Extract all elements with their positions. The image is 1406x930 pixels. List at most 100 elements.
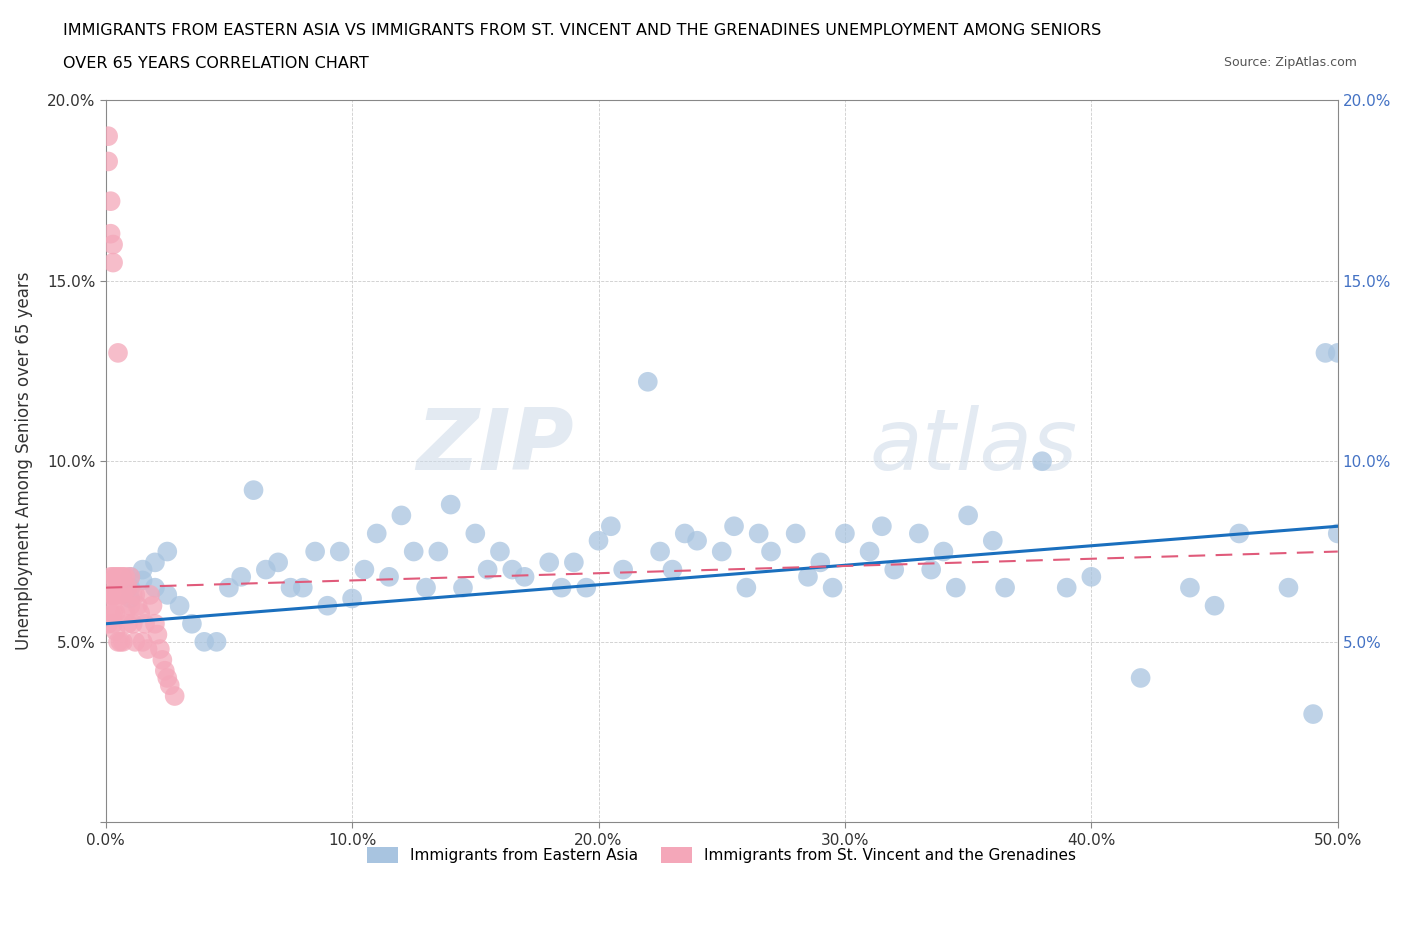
- Point: [97, 154, 120, 169]
- Text: atlas: atlas: [869, 405, 1077, 488]
- Point: [1326, 345, 1348, 360]
- Point: [451, 580, 474, 595]
- Point: [415, 580, 437, 595]
- Point: [821, 580, 844, 595]
- Point: [870, 519, 893, 534]
- Point: [883, 562, 905, 577]
- Point: [538, 555, 561, 570]
- Point: [111, 569, 134, 584]
- Point: [316, 598, 339, 613]
- Point: [143, 617, 166, 631]
- Point: [101, 569, 124, 584]
- Point: [100, 193, 122, 208]
- Point: [120, 591, 142, 606]
- Text: ZIP: ZIP: [416, 405, 574, 488]
- Point: [159, 678, 181, 693]
- Point: [124, 588, 146, 603]
- Point: [97, 617, 120, 631]
- Point: [181, 617, 204, 631]
- Point: [136, 642, 159, 657]
- Point: [723, 519, 745, 534]
- Point: [378, 569, 401, 584]
- Point: [104, 623, 127, 638]
- Point: [150, 653, 173, 668]
- Point: [139, 588, 162, 603]
- Point: [242, 483, 264, 498]
- Point: [218, 580, 240, 595]
- Point: [1080, 569, 1102, 584]
- Point: [808, 555, 831, 570]
- Point: [141, 598, 163, 613]
- Point: [945, 580, 967, 595]
- Point: [1315, 345, 1337, 360]
- Point: [550, 580, 572, 595]
- Point: [97, 128, 120, 143]
- Point: [1227, 526, 1250, 541]
- Text: Source: ZipAtlas.com: Source: ZipAtlas.com: [1223, 56, 1357, 69]
- Point: [957, 508, 980, 523]
- Point: [1204, 598, 1226, 613]
- Point: [100, 605, 122, 620]
- Point: [156, 544, 179, 559]
- Point: [1056, 580, 1078, 595]
- Point: [932, 544, 955, 559]
- Point: [120, 569, 142, 584]
- Point: [104, 569, 127, 584]
- Point: [117, 617, 139, 631]
- Point: [169, 598, 191, 613]
- Point: [107, 588, 129, 603]
- Point: [110, 569, 132, 584]
- Point: [117, 580, 139, 595]
- Point: [131, 573, 153, 588]
- Point: [389, 508, 412, 523]
- Point: [143, 580, 166, 595]
- Point: [121, 617, 143, 631]
- Point: [858, 544, 880, 559]
- Point: [104, 588, 127, 603]
- Point: [101, 588, 124, 603]
- Point: [612, 562, 634, 577]
- Point: [650, 544, 672, 559]
- Point: [111, 588, 134, 603]
- Point: [101, 617, 124, 631]
- Point: [110, 634, 132, 649]
- Point: [599, 519, 621, 534]
- Point: [107, 345, 129, 360]
- Point: [575, 580, 598, 595]
- Point: [114, 605, 136, 620]
- Point: [134, 617, 156, 631]
- Point: [427, 544, 450, 559]
- Point: [340, 591, 363, 606]
- Y-axis label: Unemployment Among Seniors over 65 years: Unemployment Among Seniors over 65 years: [15, 272, 32, 650]
- Point: [143, 555, 166, 570]
- Point: [464, 526, 486, 541]
- Point: [735, 580, 758, 595]
- Point: [1326, 526, 1348, 541]
- Point: [114, 569, 136, 584]
- Point: [291, 580, 314, 595]
- Legend: Immigrants from Eastern Asia, Immigrants from St. Vincent and the Grenadines: Immigrants from Eastern Asia, Immigrants…: [361, 841, 1083, 869]
- Point: [101, 237, 124, 252]
- Point: [127, 598, 149, 613]
- Point: [205, 634, 228, 649]
- Point: [107, 569, 129, 584]
- Point: [153, 663, 176, 678]
- Point: [1302, 707, 1324, 722]
- Point: [920, 562, 942, 577]
- Text: IMMIGRANTS FROM EASTERN ASIA VS IMMIGRANTS FROM ST. VINCENT AND THE GRENADINES U: IMMIGRANTS FROM EASTERN ASIA VS IMMIGRAN…: [63, 23, 1101, 38]
- Point: [124, 634, 146, 649]
- Point: [156, 588, 179, 603]
- Point: [100, 588, 122, 603]
- Point: [489, 544, 512, 559]
- Point: [120, 598, 142, 613]
- Point: [193, 634, 215, 649]
- Point: [981, 533, 1004, 548]
- Point: [513, 569, 536, 584]
- Text: OVER 65 YEARS CORRELATION CHART: OVER 65 YEARS CORRELATION CHART: [63, 56, 368, 71]
- Point: [759, 544, 782, 559]
- Point: [637, 375, 659, 390]
- Point: [797, 569, 820, 584]
- Point: [267, 555, 290, 570]
- Point: [1129, 671, 1152, 685]
- Point: [1031, 454, 1053, 469]
